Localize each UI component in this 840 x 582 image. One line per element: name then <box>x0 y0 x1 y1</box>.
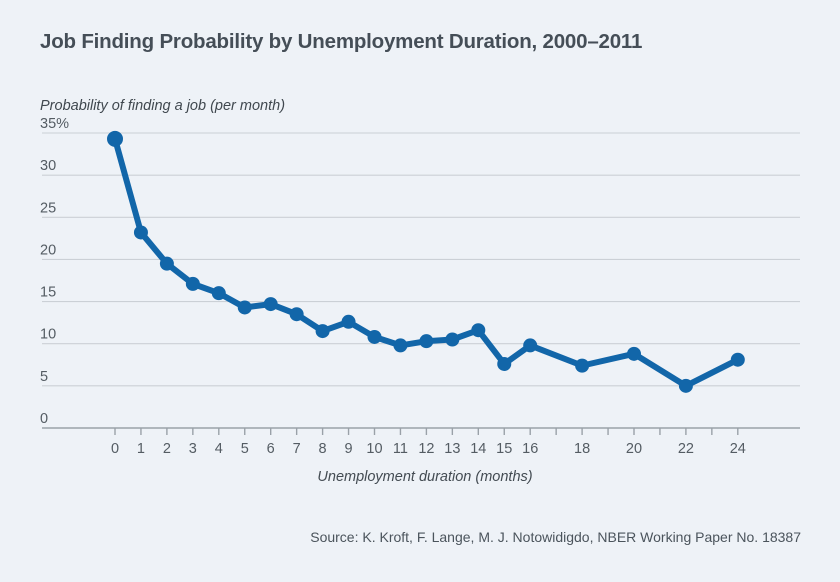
y-tick-label: 30 <box>40 158 56 174</box>
x-tick-label: 2 <box>163 441 171 457</box>
x-tick-label: 3 <box>189 441 197 457</box>
y-tick-label: 10 <box>40 327 56 343</box>
data-point <box>445 332 460 347</box>
data-point <box>523 338 538 353</box>
data-point <box>211 286 226 301</box>
x-tick-label: 5 <box>241 441 249 457</box>
data-point <box>133 225 148 240</box>
y-tick-label: 5 <box>40 369 48 385</box>
x-axis-title: Unemployment duration (months) <box>317 469 533 485</box>
data-point <box>678 378 693 393</box>
x-tick-label: 16 <box>522 441 538 457</box>
x-tick-label: 11 <box>393 441 408 457</box>
x-tick-label: 14 <box>470 441 486 457</box>
data-point <box>367 329 382 344</box>
data-point <box>107 130 123 147</box>
x-tick-label: 12 <box>418 441 434 457</box>
x-tick-label: 18 <box>574 441 590 457</box>
data-point <box>289 307 304 322</box>
data-point <box>263 297 278 312</box>
x-tick-label: 10 <box>366 441 382 457</box>
data-point <box>237 300 252 315</box>
data-point <box>341 314 356 329</box>
y-tick-label: 25 <box>40 200 56 216</box>
data-point <box>471 323 486 338</box>
data-point <box>159 256 174 271</box>
x-tick-label: 9 <box>345 441 353 457</box>
data-point <box>185 276 200 291</box>
y-tick-label: 35% <box>40 116 69 132</box>
x-tick-label: 0 <box>111 441 119 457</box>
y-tick-label: 20 <box>40 242 56 258</box>
x-tick-label: 1 <box>137 441 145 457</box>
data-point <box>575 358 590 373</box>
data-point <box>627 346 641 361</box>
data-point <box>315 324 330 339</box>
x-tick-label: 6 <box>267 441 275 457</box>
x-tick-label: 22 <box>678 441 694 457</box>
y-tick-label: 15 <box>40 285 56 301</box>
data-point <box>497 356 512 371</box>
x-tick-label: 7 <box>293 441 301 457</box>
x-tick-label: 4 <box>215 441 223 457</box>
x-tick-label: 15 <box>496 441 512 457</box>
data-point <box>730 352 745 367</box>
data-line <box>112 135 741 389</box>
x-tick-label: 8 <box>319 441 327 457</box>
chart-title: Job Finding Probability by Unemployment … <box>40 30 643 53</box>
source-note: Source: K. Kroft, F. Lange, M. J. Notowi… <box>310 529 801 545</box>
y-axis-title: Probability of finding a job (per month) <box>40 98 286 114</box>
y-tick-label: 0 <box>40 411 48 427</box>
data-point <box>419 334 434 349</box>
x-tick-label: 24 <box>730 441 746 457</box>
data-point <box>393 338 408 353</box>
x-tick-label: 20 <box>626 441 642 457</box>
x-tick-label: 13 <box>444 441 460 457</box>
